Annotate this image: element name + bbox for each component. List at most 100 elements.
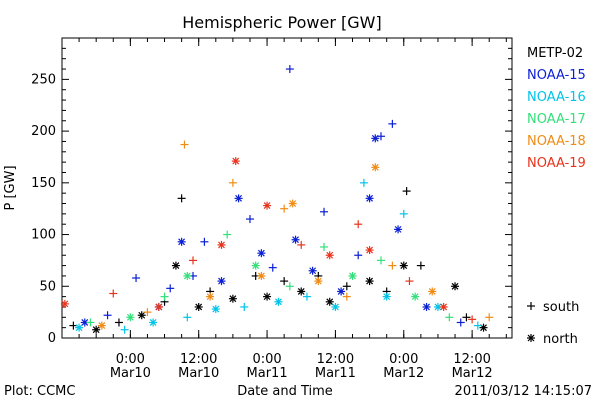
data-point-north bbox=[348, 271, 357, 280]
data-point-south bbox=[109, 289, 118, 298]
data-point-north bbox=[325, 297, 334, 306]
data-point-north bbox=[126, 313, 135, 322]
data-point-north bbox=[451, 282, 460, 291]
y-axis-label: P [GW] bbox=[3, 165, 18, 210]
x-tick-time: 12:00 bbox=[180, 352, 217, 367]
data-point-south bbox=[280, 204, 289, 213]
footer-timestamp: 2011/03/12 14:15:07 bbox=[455, 384, 592, 399]
data-point-north bbox=[257, 249, 266, 258]
data-point-north bbox=[365, 246, 374, 255]
data-point-north bbox=[234, 194, 243, 203]
data-point-north bbox=[206, 292, 215, 301]
data-point-north bbox=[325, 251, 334, 260]
legend-entry: NOAA-19 bbox=[527, 156, 586, 171]
data-point-north bbox=[137, 311, 146, 320]
data-point-south bbox=[456, 318, 465, 327]
data-point-south bbox=[302, 292, 311, 301]
series-points bbox=[60, 157, 477, 324]
data-point-south bbox=[416, 261, 425, 270]
data-point-south bbox=[402, 187, 411, 196]
data-point-north bbox=[411, 292, 420, 301]
series-points bbox=[86, 230, 454, 327]
marker-legend-label: south bbox=[543, 300, 579, 315]
data-point-south bbox=[228, 178, 237, 187]
series-points bbox=[75, 178, 482, 334]
x-tick-time: 12:00 bbox=[453, 352, 490, 367]
data-point-north bbox=[231, 157, 240, 166]
data-point-south bbox=[376, 256, 385, 265]
data-point-north bbox=[288, 199, 297, 208]
legend-entry: NOAA-15 bbox=[527, 68, 586, 83]
data-point-north bbox=[217, 240, 226, 249]
x-axis: 0:00Mar1012:00Mar100:00Mar1112:00Mar110:… bbox=[78, 38, 507, 381]
y-tick-label: 100 bbox=[31, 228, 56, 243]
data-point-south bbox=[183, 313, 192, 322]
series-points bbox=[69, 187, 488, 334]
data-point-north bbox=[365, 277, 374, 286]
data-point-north bbox=[297, 287, 306, 296]
data-point-north bbox=[308, 266, 317, 275]
data-point-north bbox=[527, 334, 535, 342]
data-point-south bbox=[342, 282, 351, 291]
y-axis: 0 50 100 150 200 250 bbox=[31, 47, 512, 346]
data-point-north bbox=[422, 302, 431, 311]
x-tick-date: Mar10 bbox=[178, 366, 219, 381]
y-tick-label: 0 bbox=[48, 331, 56, 346]
x-tick-date: Mar12 bbox=[383, 366, 424, 381]
data-point-north bbox=[274, 297, 283, 306]
x-axis-label: Date and Time bbox=[237, 384, 333, 399]
data-point-south bbox=[359, 178, 368, 187]
data-point-north bbox=[371, 163, 380, 172]
y-tick-label: 250 bbox=[31, 72, 56, 87]
data-point-south bbox=[103, 311, 112, 320]
data-point-north bbox=[479, 323, 488, 332]
x-tick-time: 0:00 bbox=[389, 352, 418, 367]
data-point-north bbox=[314, 277, 323, 286]
data-point-north bbox=[171, 261, 180, 270]
legend-entry: NOAA-16 bbox=[527, 90, 586, 105]
data-point-south bbox=[268, 263, 277, 272]
data-point-north bbox=[217, 277, 226, 286]
x-tick-time: 0:00 bbox=[252, 352, 281, 367]
data-point-south bbox=[86, 318, 95, 327]
data-point-north bbox=[60, 299, 69, 308]
data-point-south bbox=[223, 230, 232, 239]
data-point-north bbox=[149, 318, 158, 327]
y-tick-label: 50 bbox=[39, 279, 56, 294]
data-point-south bbox=[160, 292, 169, 301]
data-point-north bbox=[263, 201, 272, 210]
data-point-south bbox=[240, 302, 249, 311]
data-point-north bbox=[194, 302, 203, 311]
data-point-north bbox=[365, 194, 374, 203]
data-point-south bbox=[354, 220, 363, 229]
data-point-south bbox=[189, 256, 198, 265]
x-tick-time: 12:00 bbox=[317, 352, 354, 367]
data-point-south bbox=[405, 277, 414, 286]
data-point-south bbox=[280, 277, 289, 286]
data-point-south bbox=[320, 207, 329, 216]
data-point-north bbox=[251, 261, 260, 270]
data-point-south bbox=[114, 318, 123, 327]
data-point-north bbox=[257, 271, 266, 280]
x-tick-time: 0:00 bbox=[116, 352, 145, 367]
x-tick-date: Mar11 bbox=[247, 366, 288, 381]
legend-entry: NOAA-18 bbox=[527, 134, 586, 149]
data-point-south bbox=[342, 292, 351, 301]
data-point-north bbox=[177, 237, 186, 246]
footer-credit: Plot: CCMC bbox=[4, 384, 75, 399]
data-point-south bbox=[354, 251, 363, 260]
data-point-south bbox=[120, 325, 129, 334]
data-point-south bbox=[399, 209, 408, 218]
series-legend: METP-02 NOAA-15 NOAA-16 NOAA-17 NOAA-18 NOAA-… bbox=[527, 46, 586, 171]
data-point-north bbox=[394, 225, 403, 234]
data-point-south bbox=[177, 194, 186, 203]
data-point-north bbox=[211, 305, 220, 314]
data-point-south bbox=[132, 274, 141, 282]
x-tick-date: Mar11 bbox=[315, 366, 356, 381]
series-points bbox=[80, 65, 465, 327]
data-point-north bbox=[371, 134, 380, 143]
data-point-north bbox=[97, 321, 106, 330]
data-point-north bbox=[75, 323, 84, 332]
series-points bbox=[97, 140, 494, 330]
